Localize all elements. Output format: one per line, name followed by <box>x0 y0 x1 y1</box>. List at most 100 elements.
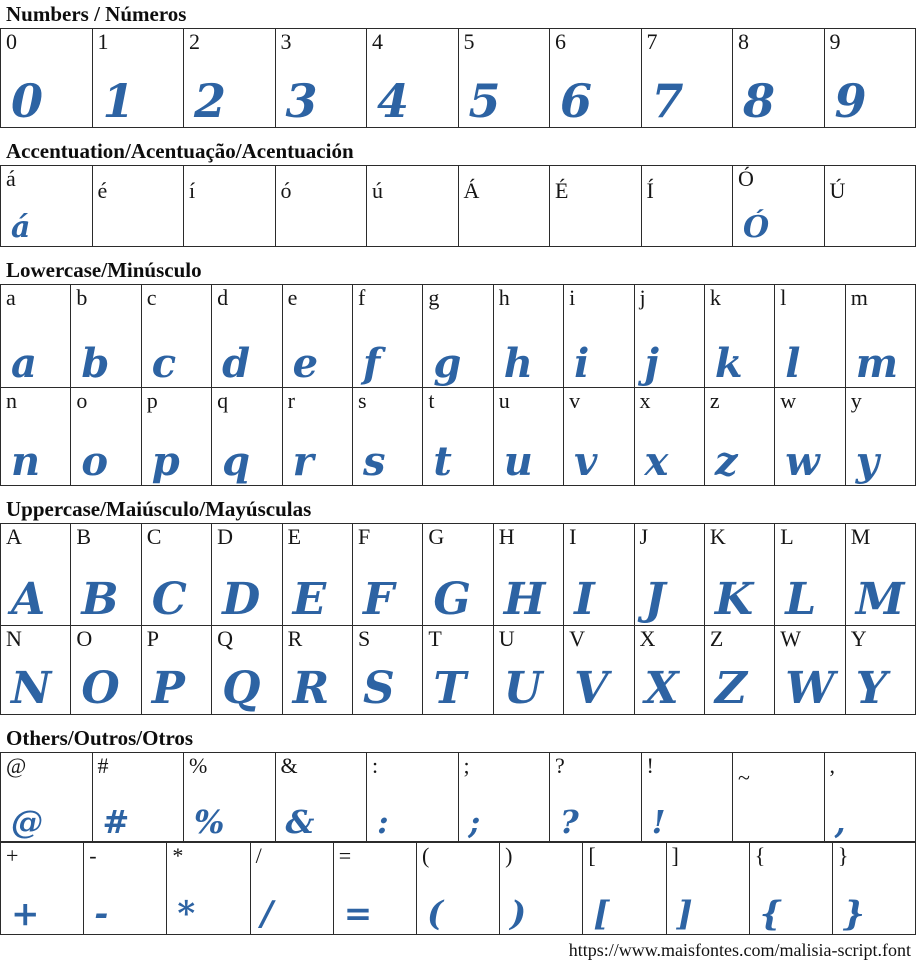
cell-glyph: { <box>750 897 832 934</box>
cell-label: Ú <box>825 166 916 203</box>
cell-label: / <box>251 843 333 868</box>
cell-glyph: ; <box>459 806 550 841</box>
cell-label: l <box>775 285 844 310</box>
section-title-accentuation: Accentuation/Acentuação/Acentuación <box>6 140 916 163</box>
glyph-cell: ++ <box>1 843 84 935</box>
cell-glyph: v <box>564 442 633 485</box>
glyph-table-others: ++--**//==(())[[]]{{}} <box>0 842 916 935</box>
cell-glyph: 7 <box>642 78 733 127</box>
cell-glyph: E <box>283 578 352 625</box>
cell-label: L <box>775 524 844 549</box>
cell-label: v <box>564 388 633 413</box>
cell-glyph: Q <box>212 667 281 714</box>
cell-glyph: N <box>1 667 70 714</box>
cell-label: R <box>283 626 352 651</box>
cell-glyph: L <box>775 578 844 625</box>
cell-label: z <box>705 388 774 413</box>
cell-label: - <box>84 843 166 868</box>
glyph-cell: // <box>251 843 334 935</box>
glyph-cell: ~ <box>733 753 825 842</box>
glyph-cell: (( <box>417 843 500 935</box>
cell-glyph: w <box>775 442 844 485</box>
glyph-cell: ** <box>167 843 250 935</box>
cell-label: J <box>635 524 704 549</box>
cell-label: { <box>750 843 832 868</box>
cell-glyph: 2 <box>184 78 275 127</box>
cell-label: 0 <box>1 29 92 54</box>
cell-glyph: t <box>423 442 492 485</box>
glyph-cell: É <box>550 166 642 247</box>
cell-label: X <box>635 626 704 651</box>
cell-glyph: V <box>564 667 633 714</box>
cell-glyph: q <box>212 442 281 485</box>
glyph-cell: í <box>184 166 276 247</box>
section-title-uppercase: Uppercase/Maiúsculo/Mayúsculas <box>6 498 916 521</box>
cell-label: x <box>635 388 704 413</box>
cell-glyph: ] <box>667 897 749 934</box>
cell-label: g <box>423 285 492 310</box>
cell-glyph: ! <box>642 806 733 841</box>
glyph-cell: %% <box>184 753 276 842</box>
cell-label: & <box>276 753 367 778</box>
cell-glyph: ? <box>550 806 641 841</box>
cell-label: N <box>1 626 70 651</box>
cell-label: B <box>71 524 140 549</box>
cell-label: Ó <box>733 166 824 191</box>
cell-label: M <box>846 524 915 549</box>
cell-glyph: & <box>276 806 367 841</box>
cell-glyph: 0 <box>1 78 92 127</box>
glyph-cell: :: <box>367 753 459 842</box>
cell-glyph: [ <box>583 897 665 934</box>
table-row: @@##%%&&::;;??!!~,, <box>1 753 916 842</box>
cell-label: 8 <box>733 29 824 54</box>
cell-label: H <box>494 524 563 549</box>
table-row: ++--**//==(())[[]]{{}} <box>1 843 916 935</box>
cell-glyph: T <box>423 667 492 714</box>
cell-glyph: R <box>283 667 352 714</box>
glyph-cell: Í <box>642 166 734 247</box>
cell-glyph: Z <box>705 667 774 714</box>
cell-label: ó <box>276 166 367 203</box>
cell-label: , <box>825 753 916 778</box>
cell-glyph: B <box>71 578 140 625</box>
cell-label: d <box>212 285 281 310</box>
cell-glyph: 1 <box>93 78 184 127</box>
glyph-cell: @@ <box>1 753 93 842</box>
cell-glyph: ( <box>417 897 499 934</box>
cell-glyph: C <box>142 578 211 625</box>
cell-label: ~ <box>733 753 824 790</box>
cell-label: A <box>1 524 70 549</box>
cell-label: w <box>775 388 844 413</box>
